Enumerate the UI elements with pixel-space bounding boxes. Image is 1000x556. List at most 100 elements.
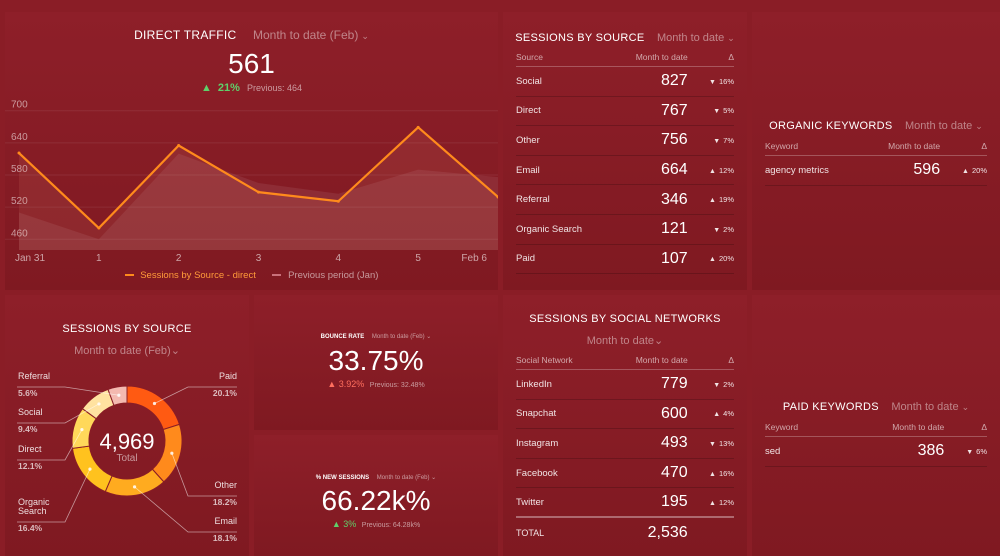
row-delta: ▼ 2%	[701, 369, 734, 400]
chart-legend: Sessions by Source - direct Previous per…	[5, 270, 498, 281]
column-header: Δ	[701, 355, 734, 370]
donut-leader-line	[154, 386, 237, 404]
delta-percent: 12%	[718, 497, 734, 507]
panel-title: DIRECT TRAFFIC	[134, 28, 237, 42]
total-label: TOTAL	[516, 516, 617, 548]
row-delta: ▼ 16%	[701, 66, 734, 97]
row-value: 493	[616, 428, 702, 459]
slice-name-label: Organic	[18, 497, 50, 507]
donut-leader-line	[171, 453, 237, 497]
row-delta: ▲ 12%	[701, 487, 734, 518]
date-range-select[interactable]: Month to date⌄	[905, 120, 983, 132]
column-header: Keyword	[765, 422, 868, 437]
delta-percent: 2%	[723, 224, 734, 234]
slice-name-label: Paid	[219, 371, 237, 381]
row-value: 195	[616, 487, 702, 518]
table-row: Direct 767 ▼ 5%	[516, 96, 734, 127]
slice-percent-label: 5.6%	[18, 388, 38, 398]
table-total-row: TOTAL 2,536	[516, 516, 734, 548]
bounce-rate-panel: BOUNCE RATE Month to date (Feb) ⌄ 33.75%…	[254, 295, 498, 430]
down-arrow-icon: ▼	[709, 78, 716, 86]
y-tick-label: 700	[11, 100, 28, 111]
donut-total: 4,969	[99, 429, 155, 454]
up-arrow-icon: ▲	[709, 499, 716, 507]
donut-leader-line	[134, 486, 237, 533]
down-arrow-icon: ▼	[709, 440, 716, 448]
column-header: Δ	[701, 52, 734, 67]
row-name: agency metrics	[765, 155, 868, 186]
donut-leader-line	[17, 386, 119, 396]
date-range-select[interactable]: Month to date⌄	[503, 331, 747, 349]
legend-previous-swatch	[272, 274, 282, 277]
x-tick-label: 5	[415, 253, 421, 264]
sessions-donut-chart: Paid 20.1% Other 18.2% Email 18.1% OrganicSear…	[17, 371, 238, 543]
up-arrow-icon: ▲	[200, 82, 212, 94]
date-range-select[interactable]: Month to date (Feb)⌄	[5, 341, 249, 359]
date-range-select[interactable]: Month to date⌄	[657, 32, 735, 44]
y-tick-label: 460	[11, 228, 28, 239]
donut-leader-line	[17, 403, 100, 424]
date-range-label: Month to date	[891, 401, 959, 413]
slice-percent-label: 20.1%	[213, 388, 238, 398]
data-point	[97, 226, 101, 230]
date-range-label: Month to date (Feb)	[74, 345, 171, 357]
organic-keywords-panel: ORGANIC KEYWORDS Month to date ⌄ Keyword …	[752, 12, 1000, 290]
column-header: Social Network	[516, 355, 617, 370]
up-arrow-icon: ▲	[713, 411, 721, 419]
slice-name-label: Other	[214, 480, 237, 490]
panel-title: % NEW SESSIONS	[315, 475, 370, 481]
table-row: Instagram 493 ▼ 13%	[516, 428, 734, 459]
row-value: 386	[867, 436, 959, 467]
column-header: Month to date	[867, 422, 959, 437]
change-percent: 3%	[343, 519, 357, 529]
organic-keywords-table: Keyword Month to date Δ agency metrics 59…	[765, 141, 987, 186]
down-arrow-icon: ▼	[713, 226, 721, 234]
delta-percent: 6%	[976, 446, 987, 456]
donut-slice	[104, 468, 165, 497]
slice-percent-label: 18.1%	[213, 533, 238, 543]
row-delta: ▲ 12%	[701, 155, 734, 186]
slice-name-label: Social	[18, 407, 43, 417]
kpi-value: 33.75%	[328, 345, 424, 376]
date-range-label: Month to date (Feb)	[376, 475, 430, 481]
up-arrow-icon: ▲	[331, 519, 341, 529]
row-delta: ▲ 20%	[954, 155, 987, 186]
change-percent: 21%	[217, 82, 240, 94]
delta-percent: 12%	[718, 165, 734, 175]
data-point	[257, 190, 260, 194]
table-row: Social 827 ▼ 16%	[516, 66, 734, 97]
direct-traffic-line-chart: 700 640 580 520 460 Jan 31 1 2 3 4 5 Feb 6	[5, 100, 498, 264]
table-header-row: Social Network Month to date Δ	[516, 355, 734, 370]
date-range-label: Month to date	[905, 120, 973, 132]
kpi-change: ▲ 21% Previous: 464	[5, 82, 498, 94]
previous-period-area	[19, 153, 498, 250]
row-value: 596	[867, 155, 955, 186]
delta-percent: 4%	[723, 409, 734, 419]
delta-percent: 19%	[718, 195, 734, 205]
table-row: Twitter 195 ▲ 12%	[516, 487, 734, 518]
date-range-select[interactable]: Month to date (Feb) ⌄	[372, 334, 431, 340]
previous-value: Previous: 64.28k%	[361, 522, 421, 529]
date-range-select[interactable]: Month to date⌄	[891, 401, 969, 413]
table-header-row: Keyword Month to date Δ	[765, 422, 987, 437]
social-networks-panel: SESSIONS BY SOCIAL NETWORKS Month to dat…	[503, 295, 747, 556]
donut-total-label: Total	[116, 453, 138, 464]
donut-leader-line	[17, 468, 91, 523]
up-arrow-icon: ▲	[709, 197, 716, 205]
current-series-area	[19, 127, 498, 250]
down-arrow-icon: ▼	[713, 381, 721, 389]
up-arrow-icon: ▲	[709, 470, 716, 478]
date-range-select[interactable]: Month to date (Feb) ⌄	[377, 475, 436, 481]
row-delta: ▼ 5%	[701, 96, 734, 127]
row-delta: ▲ 4%	[701, 399, 734, 430]
data-point	[416, 125, 420, 129]
date-range-select[interactable]: Month to date (Feb)⌄	[253, 28, 369, 42]
donut-leader-dot	[97, 402, 101, 406]
row-value: 827	[616, 66, 702, 97]
row-value: 121	[616, 214, 702, 245]
table-row: Other 756 ▼ 7%	[516, 125, 734, 156]
chevron-down-icon: ⌄	[426, 334, 432, 340]
delta-percent: 5%	[723, 106, 734, 116]
x-tick-label: 2	[176, 253, 182, 264]
panel-title: PAID KEYWORDS	[782, 401, 879, 413]
